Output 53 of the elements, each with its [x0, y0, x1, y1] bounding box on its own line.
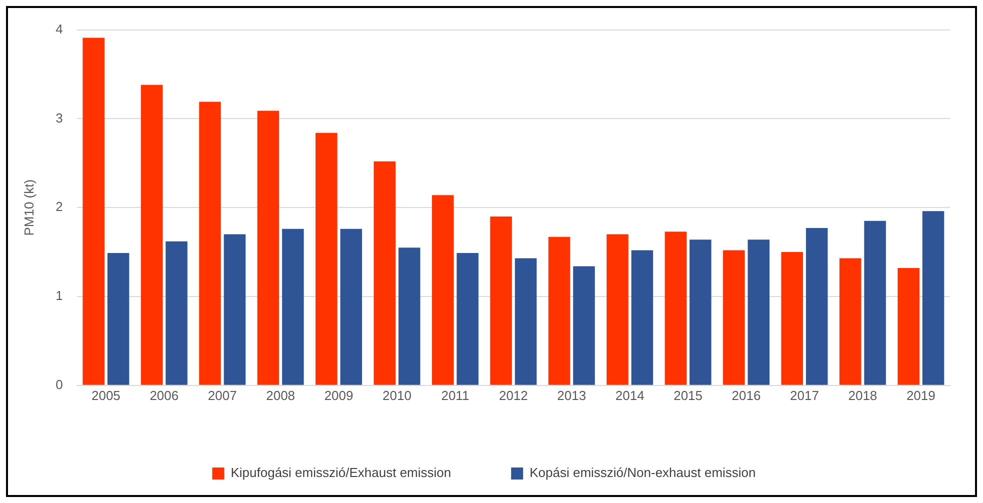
bar [282, 228, 304, 385]
y-tick-label: 0 [56, 376, 63, 392]
bar [199, 102, 221, 385]
bar [922, 211, 944, 385]
legend-label: Kopási emisszió/Non-exhaust emission [530, 465, 756, 480]
x-tick-label: 2016 [732, 388, 761, 403]
legend-label: Kipufogási emisszió/Exhaust emission [230, 465, 452, 480]
y-tick-label: 1 [56, 288, 63, 304]
bar [82, 38, 104, 385]
x-tick-label: 2011 [441, 388, 470, 403]
bar [374, 161, 396, 385]
y-tick-label: 4 [56, 21, 63, 36]
bar [664, 232, 687, 385]
bar [898, 268, 920, 385]
x-tick-label: 2015 [674, 388, 703, 403]
x-tick-label: 2009 [324, 388, 354, 403]
x-tick-label: 2012 [498, 388, 528, 403]
y-tick-label: 2 [56, 199, 63, 214]
bar [839, 258, 862, 385]
bar [398, 248, 420, 385]
bar [631, 250, 654, 385]
bar [140, 84, 163, 385]
x-tick-label: 2014 [615, 388, 644, 403]
x-tick-label: 2007 [208, 388, 237, 403]
x-tick-label: 2005 [91, 388, 120, 403]
bar [316, 132, 338, 385]
y-axis-title: PM10 (kt) [21, 179, 36, 236]
x-tick-label: 2019 [906, 388, 936, 403]
bar [806, 228, 828, 385]
x-tick-label: 2006 [150, 388, 179, 403]
x-tick-label: 2018 [848, 388, 878, 403]
x-tick-label: 2017 [790, 388, 819, 403]
bar [257, 110, 280, 385]
bar [490, 216, 512, 385]
bar [690, 240, 712, 385]
bar [514, 258, 537, 385]
x-tick-label: 2013 [557, 388, 586, 403]
bar [606, 234, 628, 385]
bar [166, 241, 188, 385]
bar [432, 195, 454, 385]
bar [456, 252, 478, 385]
y-tick-label: 3 [56, 110, 63, 126]
x-tick-label: 2010 [382, 388, 412, 403]
bar [723, 250, 745, 385]
bar [748, 240, 770, 385]
bar [224, 234, 246, 385]
bar [340, 228, 362, 385]
bar [573, 266, 595, 385]
bar [107, 252, 130, 385]
bar [781, 252, 803, 385]
x-tick-label: 2008 [266, 388, 296, 403]
bar [548, 236, 570, 385]
bar [864, 220, 886, 385]
